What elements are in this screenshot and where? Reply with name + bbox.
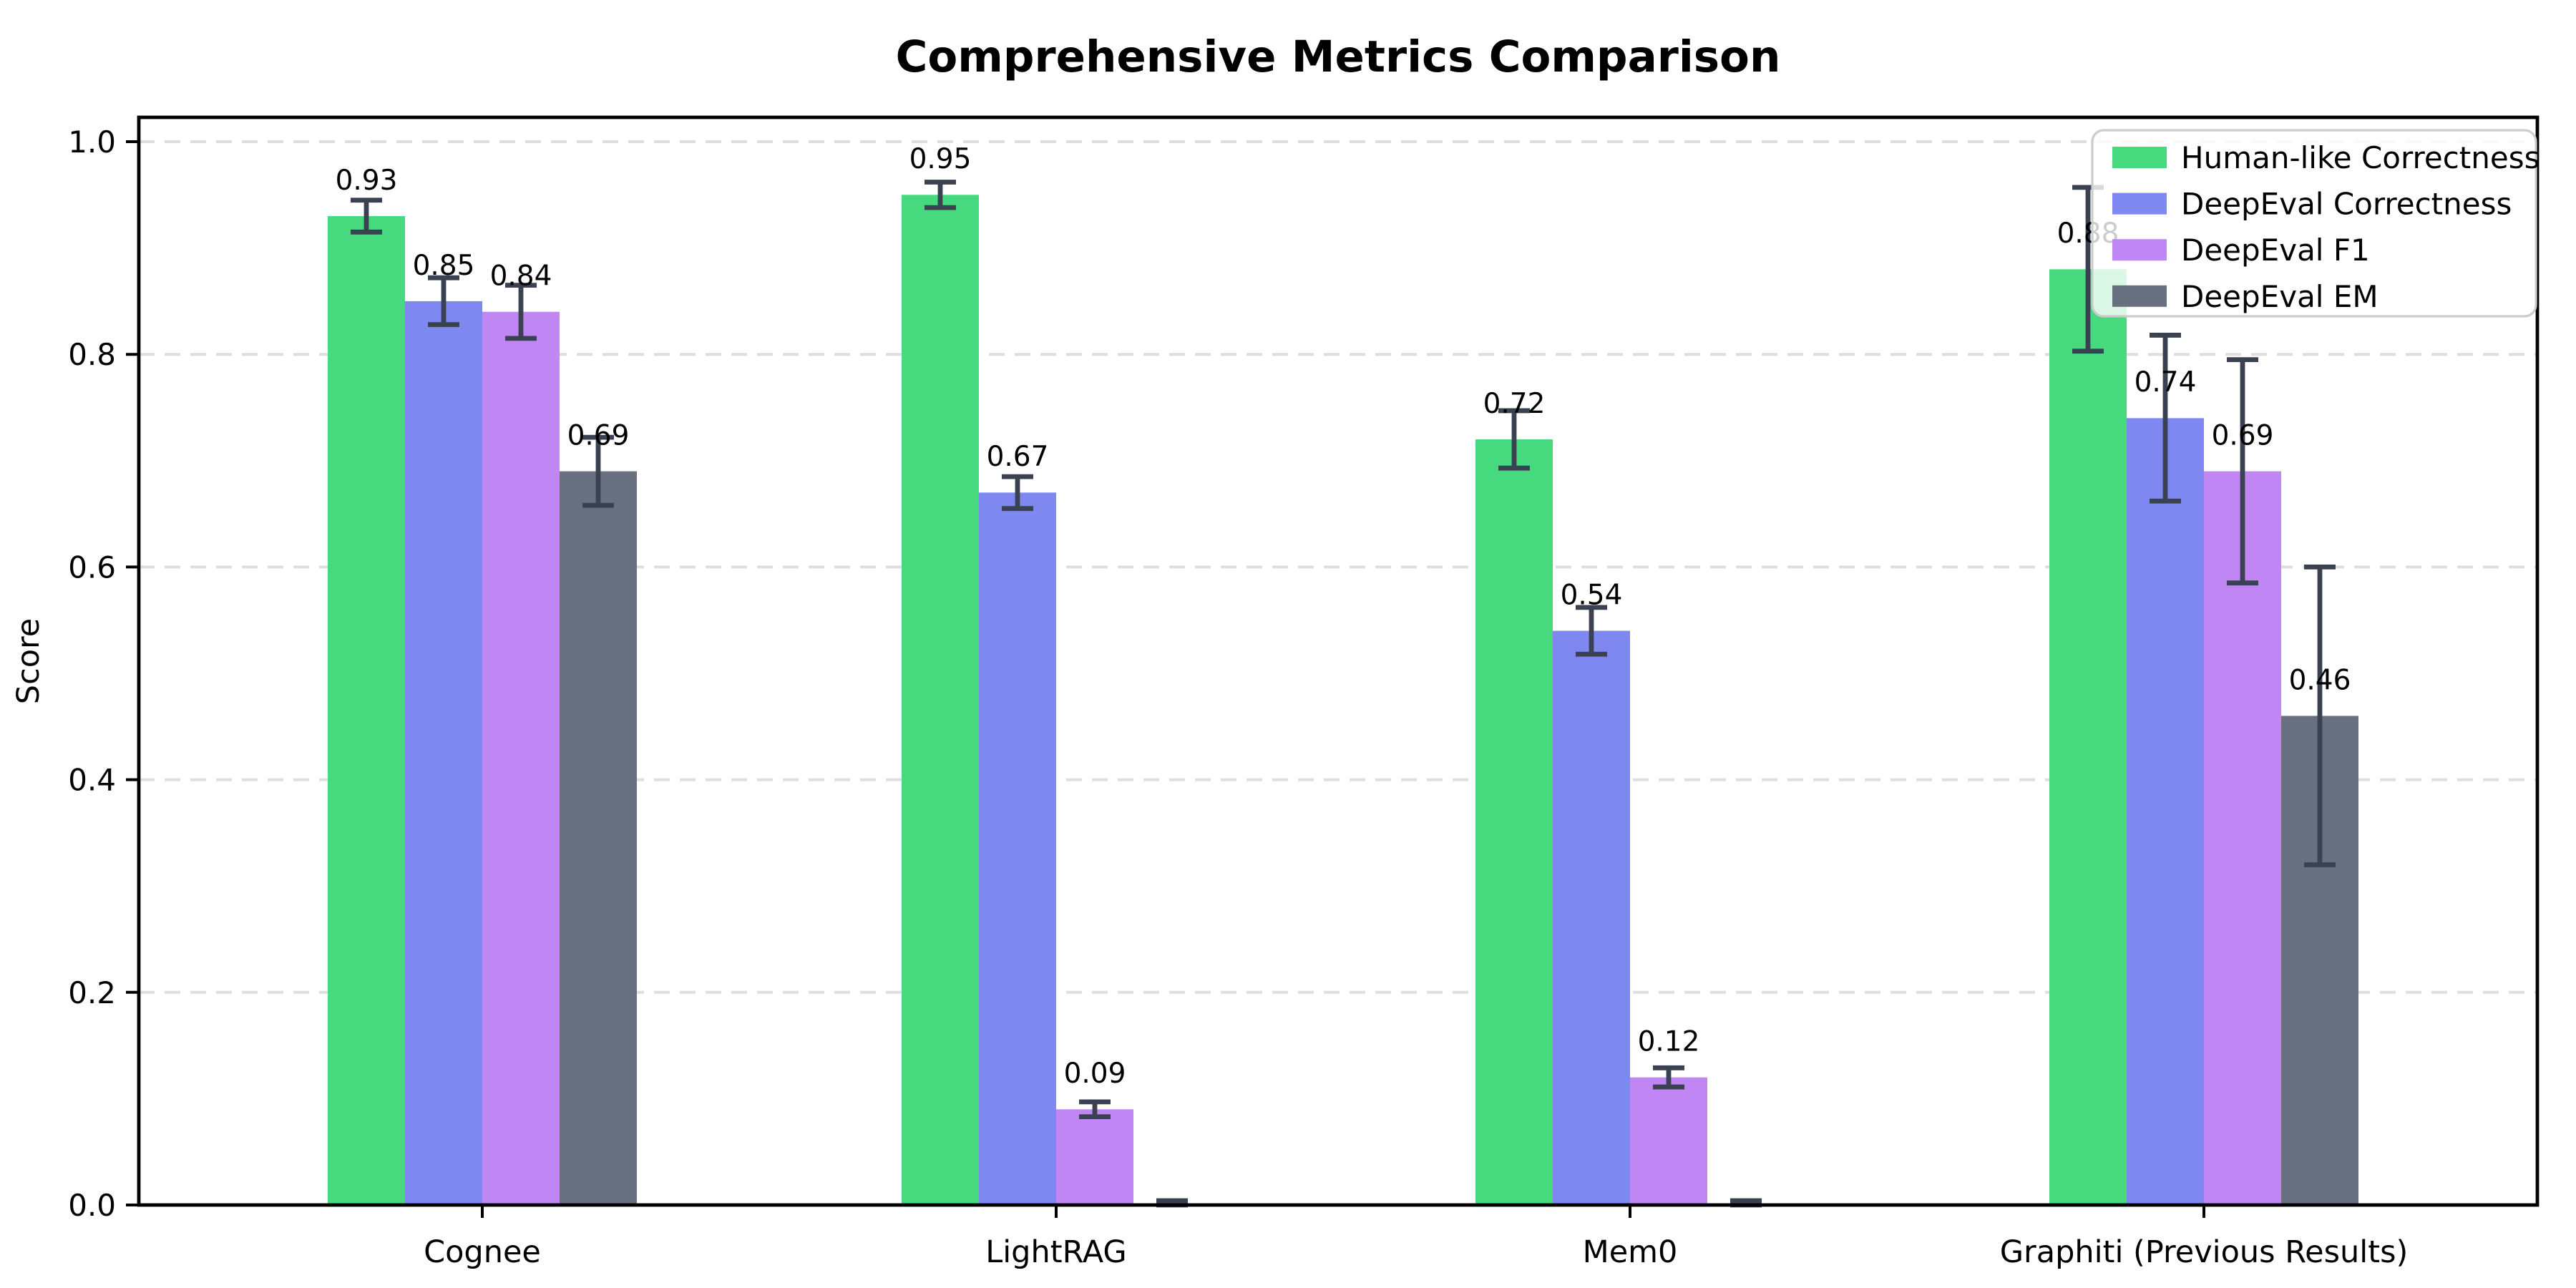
- axes-box: [137, 115, 2540, 1207]
- value-label: 0.67: [987, 441, 1049, 473]
- bar-Mem0-DeepEval Correctness: [1553, 630, 1630, 1205]
- legend-box: [2091, 129, 2537, 318]
- bars: [328, 195, 2358, 1206]
- x-tick-label: Graphiti (Previous Results): [2000, 1234, 2409, 1270]
- bar-Cognee-DeepEval EM: [560, 471, 637, 1206]
- y-tick-label: 0.4: [68, 763, 116, 798]
- value-label: 0.93: [336, 165, 398, 197]
- y-tick-label: 0.0: [68, 1188, 116, 1223]
- value-label: 0.54: [1561, 579, 1623, 611]
- bar-Graphiti (Previous Results)-Human-like Correctness: [2049, 269, 2127, 1205]
- x-tick-label: Mem0: [1583, 1234, 1678, 1270]
- bar-Cognee-DeepEval F1: [482, 311, 560, 1205]
- legend-swatch-Human-like Correctness: [2112, 147, 2167, 168]
- chart-title: Comprehensive Metrics Comparison: [896, 31, 1781, 82]
- legend: Human-like Correctness DeepEval Correctne…: [2091, 129, 2540, 318]
- y-tick-label: 1.0: [68, 125, 116, 160]
- y-axis: 0.0 0.2 0.4 0.6 0.8 1.0: [68, 125, 139, 1223]
- value-label: 0.72: [1483, 388, 1546, 420]
- bar-Mem0-Human-like Correctness: [1475, 439, 1553, 1205]
- value-label: 0.46: [2289, 664, 2351, 696]
- x-tick-label: LightRAG: [985, 1234, 1126, 1270]
- bar-Cognee-Human-like Correctness: [328, 216, 405, 1205]
- legend-label: DeepEval F1: [2181, 233, 2370, 268]
- y-axis-title: Score: [11, 618, 47, 704]
- legend-label: Human-like Correctness: [2181, 140, 2540, 175]
- bar-LightRAG-DeepEval F1: [1056, 1109, 1133, 1205]
- y-tick-label: 0.8: [68, 337, 116, 372]
- x-axis: Cognee LightRAG Mem0 Graphiti (Previous Res…: [424, 1205, 2408, 1270]
- bar-Graphiti (Previous Results)-DeepEval F1: [2204, 471, 2281, 1206]
- legend-swatch-DeepEval EM: [2112, 285, 2167, 307]
- x-tick-label: Cognee: [424, 1234, 541, 1270]
- legend-label: DeepEval Correctness: [2181, 187, 2512, 222]
- y-tick-label: 0.2: [68, 975, 116, 1010]
- bar-Mem0-DeepEval F1: [1630, 1077, 1707, 1205]
- value-label: 0.12: [1638, 1026, 1700, 1058]
- value-label: 0.84: [490, 260, 552, 293]
- value-label: 0.09: [1064, 1058, 1126, 1090]
- value-label: 0.69: [2212, 420, 2274, 452]
- bar-LightRAG-DeepEval Correctness: [979, 492, 1056, 1205]
- bar-Cognee-DeepEval Correctness: [405, 301, 482, 1205]
- legend-swatch-DeepEval Correctness: [2112, 192, 2167, 215]
- legend-label: DeepEval EM: [2181, 279, 2379, 314]
- legend-swatch-DeepEval F1: [2112, 239, 2167, 261]
- value-label: 0.95: [909, 143, 972, 175]
- y-tick-label: 0.6: [68, 550, 116, 585]
- value-label: 0.85: [413, 250, 475, 282]
- value-label: 0.74: [2135, 366, 2197, 399]
- value-label: 0.69: [567, 420, 630, 452]
- bar-LightRAG-Human-like Correctness: [902, 195, 979, 1205]
- value-labels: 0.930.950.720.880.850.670.540.740.840.09…: [336, 143, 2351, 1090]
- bar-Graphiti (Previous Results)-DeepEval Correctness: [2127, 418, 2204, 1205]
